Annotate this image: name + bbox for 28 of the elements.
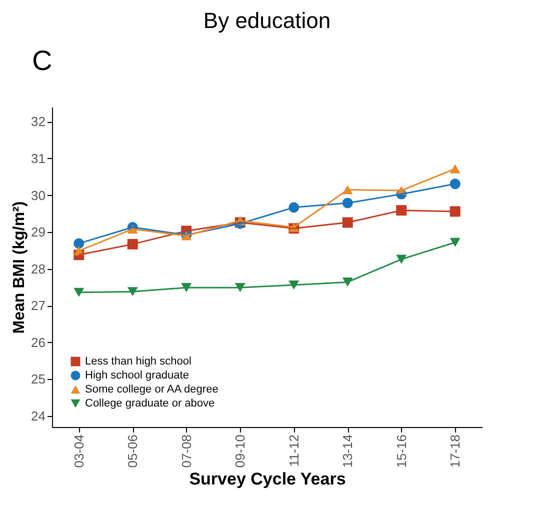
x-tick-label: 11-12 [286,434,302,467]
x-tick-label: 17-18 [448,434,463,468]
legend-label: Less than high school [85,356,192,368]
y-tick-label: 32 [31,114,46,130]
y-tick-label: 24 [31,408,46,424]
point [450,164,460,174]
x-tick-label: 07-08 [178,434,194,468]
y-tick-label: 27 [31,298,46,314]
x-tick-label: 09-10 [232,434,248,468]
x-tick-label: 03-04 [71,434,86,468]
y-tick-label: 28 [31,261,46,276]
point [450,206,460,217]
y-axis-title: Mean BMI (kg/m²) [11,201,28,334]
x-tick-label: 15-16 [394,434,409,468]
x-tick-label: 13-14 [340,434,356,468]
legend-label: Some college or AA degree [85,384,218,396]
y-tick-label: 25 [31,372,46,387]
legend-label: College graduate or above [85,398,215,410]
x-tick-label: 05-06 [125,434,140,468]
y-tick-label: 30 [31,188,46,203]
legend-label: High school graduate [85,370,189,382]
chart-title: By education [203,8,331,33]
x-axis-title: Survey Cycle Years [189,470,346,489]
y-tick-label: 31 [31,150,46,166]
y-tick-label: 26 [31,334,46,350]
text: C [32,45,52,76]
point [450,178,460,190]
y-tick-label: 29 [31,224,46,240]
